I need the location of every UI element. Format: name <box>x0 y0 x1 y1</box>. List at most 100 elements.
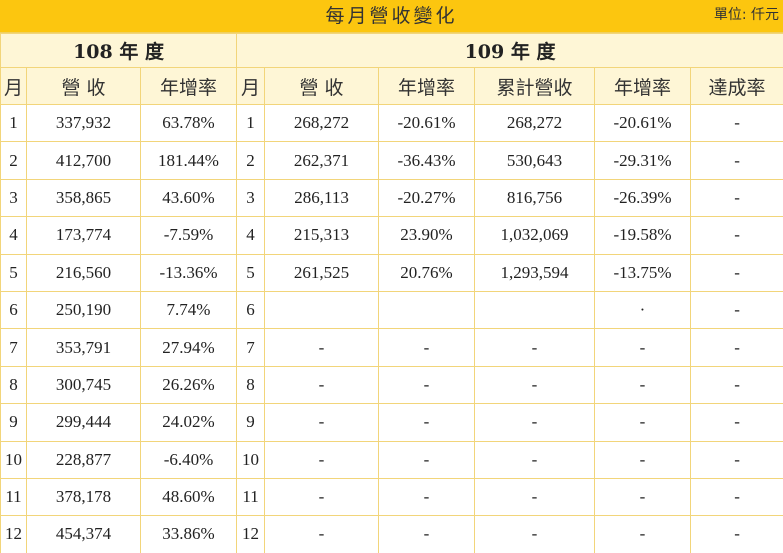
cell-revenue-109: 215,313 <box>264 216 380 255</box>
table-row: 5 216,560 -13.36% 5 261,525 20.76% 1,293,594 -1… <box>0 253 783 292</box>
cell-month-109: 8 <box>236 365 266 405</box>
cell-revenue-109: 262,371 <box>264 141 380 180</box>
cell-yoy-108: 48.60% <box>139 477 238 517</box>
cell-achievement-109: - <box>690 328 783 367</box>
cell-yoy-108: 33.86% <box>139 515 238 553</box>
cell-month-109: 12 <box>236 515 266 553</box>
cell-month-108: 4 <box>0 216 27 255</box>
cell-month-108: 8 <box>0 365 27 405</box>
col-header-month-108: 月 <box>0 67 27 105</box>
cell-month-108: 1 <box>0 103 27 143</box>
table-row: 9 299,444 24.02% 9- - - - - <box>0 403 783 442</box>
cell-cumulative-109: - <box>474 403 596 442</box>
cell-cumulative-109: 1,032,069 <box>474 216 596 255</box>
cell-cumulative-109 <box>474 290 596 330</box>
cell-cumulative-109: - <box>474 515 596 553</box>
cell-cumulative-109: 268,272 <box>474 103 596 143</box>
cell-month-109: 9 <box>236 403 266 442</box>
cell-month-109: 2 <box>236 141 266 180</box>
table-body: 1 337,932 63.78% 1 268,272 -20.61% 268,272 -20.… <box>0 103 783 553</box>
table-row: 10 228,877 -6.40% 10- - - - - <box>0 440 783 479</box>
page-title: 每月營收變化 <box>325 5 458 27</box>
cell-revenue-108: 173,774 <box>26 216 141 255</box>
cell-revenue-109: 261,525 <box>264 253 380 292</box>
cell-revenue-109: 268,272 <box>264 103 380 143</box>
cell-month-109: 5 <box>236 253 266 292</box>
cell-revenue-109: - <box>264 477 380 517</box>
cell-yoy-109: -36.43% <box>378 141 476 180</box>
cell-month-109: 3 <box>236 178 266 218</box>
cell-yoy-109: - <box>378 365 476 405</box>
cell-cumulative-yoy-109: -13.75% <box>594 253 692 292</box>
cell-cumulative-yoy-109: - <box>594 477 692 517</box>
table-row: 3 358,865 43.60% 3 286,113 -20.27% 816,756 -26.… <box>0 178 783 218</box>
cell-yoy-108: 26.26% <box>139 365 238 405</box>
cell-month-108: 5 <box>0 253 27 292</box>
table-row: 7 353,791 27.94% 7- - - - - <box>0 328 783 367</box>
col-header-cumulative-109: 累計營收 <box>474 67 596 105</box>
cell-achievement-109: - <box>690 290 783 330</box>
cell-yoy-109: - <box>378 328 476 367</box>
cell-cumulative-yoy-109: - <box>594 515 692 553</box>
cell-revenue-109: - <box>264 365 380 405</box>
table-row: 12 454,374 33.86% 12- - - - - <box>0 515 783 553</box>
table-row: 8 300,745 26.26% 8- - - - - <box>0 365 783 405</box>
cell-revenue-109 <box>264 290 380 330</box>
cell-yoy-109: - <box>378 477 476 517</box>
col-header-revenue-109: 營 收 <box>264 67 380 105</box>
cell-achievement-109: - <box>690 477 783 517</box>
cell-revenue-108: 454,374 <box>26 515 141 553</box>
cell-revenue-108: 378,178 <box>26 477 141 517</box>
year-108-header: 108 年 度 <box>0 33 238 68</box>
cell-yoy-109: -20.27% <box>378 178 476 218</box>
cell-cumulative-109: 816,756 <box>474 178 596 218</box>
table-row: 2 412,700 181.44% 2 262,371 -36.43% 530,643 -29… <box>0 141 783 180</box>
unit-label: 單位: 仟元 <box>713 7 779 23</box>
cell-cumulative-yoy-109: - <box>594 328 692 367</box>
cell-achievement-109: - <box>690 103 783 143</box>
revenue-table: 108 年 度 109 年 度 月 營 收 年增率 月 營 收 年增率 累計營收… <box>0 33 783 553</box>
cell-month-109: 10 <box>236 440 266 479</box>
table-row: 11 378,178 48.60% 11- - - - - <box>0 477 783 517</box>
title-bar: 每月營收變化 單位: 仟元 <box>0 0 783 33</box>
cell-yoy-108: -13.36% <box>139 253 238 292</box>
cell-month-109: 4 <box>236 216 266 255</box>
cell-achievement-109: - <box>690 253 783 292</box>
cell-yoy-109 <box>378 290 476 330</box>
cell-yoy-108: -6.40% <box>139 440 238 479</box>
cell-cumulative-yoy-109: -26.39% <box>594 178 692 218</box>
cell-month-108: 3 <box>0 178 27 218</box>
cell-yoy-109: -20.61% <box>378 103 476 143</box>
table-row: 1 337,932 63.78% 1 268,272 -20.61% 268,272 -20.… <box>0 103 783 143</box>
cell-revenue-108: 299,444 <box>26 403 141 442</box>
cell-achievement-109: - <box>690 515 783 553</box>
cell-cumulative-109: 1,293,594 <box>474 253 596 292</box>
cell-revenue-108: 216,560 <box>26 253 141 292</box>
col-header-yoy-109: 年增率 <box>378 67 476 105</box>
cell-revenue-109: 286,113 <box>264 178 380 218</box>
cell-month-108: 10 <box>0 440 27 479</box>
cell-cumulative-yoy-109: -20.61% <box>594 103 692 143</box>
cell-cumulative-109: - <box>474 477 596 517</box>
col-header-revenue-108: 營 收 <box>26 67 141 105</box>
cell-month-108: 7 <box>0 328 27 367</box>
cell-revenue-108: 228,877 <box>26 440 141 479</box>
cell-cumulative-109: - <box>474 365 596 405</box>
cell-achievement-109: - <box>690 178 783 218</box>
cell-cumulative-yoy-109: - <box>594 403 692 442</box>
cell-cumulative-109: - <box>474 328 596 367</box>
cell-revenue-109: - <box>264 515 380 553</box>
cell-month-108: 2 <box>0 141 27 180</box>
cell-revenue-108: 358,865 <box>26 178 141 218</box>
cell-revenue-109: - <box>264 440 380 479</box>
cell-revenue-108: 412,700 <box>26 141 141 180</box>
cell-cumulative-yoy-109: - <box>594 365 692 405</box>
col-header-yoy-108: 年增率 <box>139 67 238 105</box>
cell-yoy-108: 43.60% <box>139 178 238 218</box>
cell-yoy-109: - <box>378 515 476 553</box>
cell-month-108: 6 <box>0 290 27 330</box>
cell-yoy-108: -7.59% <box>139 216 238 255</box>
col-header-month-109: 月 <box>236 67 266 105</box>
cell-achievement-109: - <box>690 216 783 255</box>
cell-yoy-108: 27.94% <box>139 328 238 367</box>
